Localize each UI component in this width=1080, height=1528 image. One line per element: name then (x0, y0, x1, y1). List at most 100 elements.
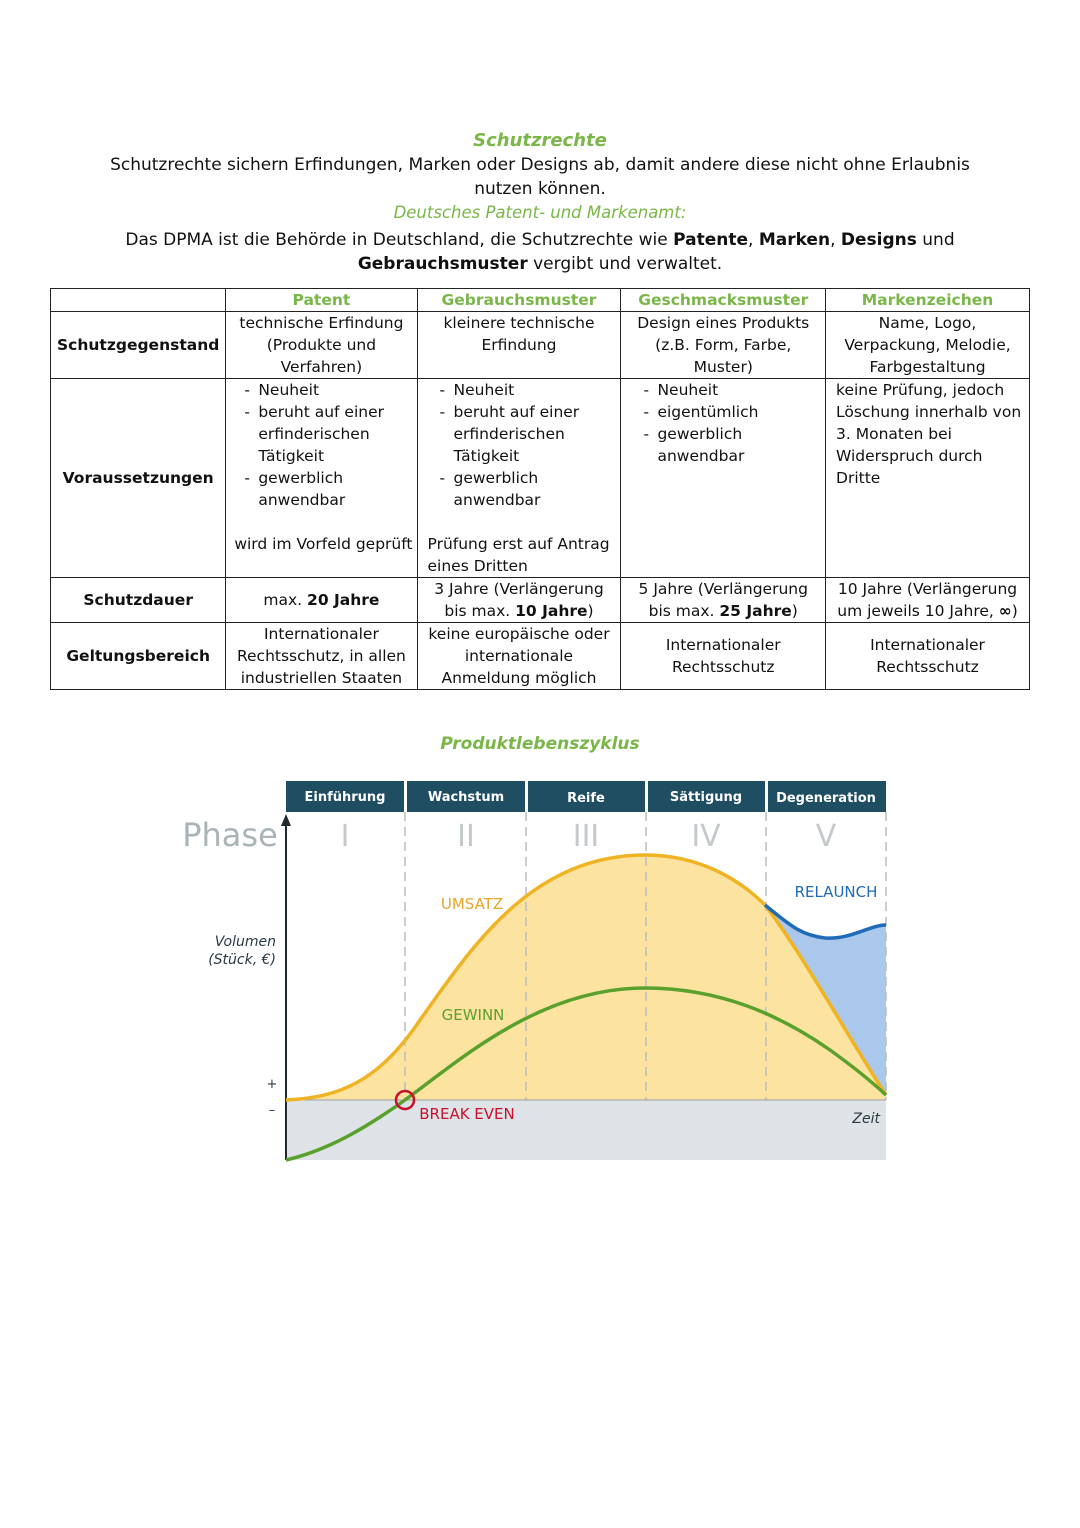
list-item: beruht auf einer (228, 401, 412, 423)
cell-line: Internationaler (263, 625, 379, 643)
text-run: 10 Jahre (515, 602, 588, 620)
phase-name: Sättigung (670, 790, 742, 805)
umsatz-curve (285, 853, 888, 1102)
phase-numeral: V (816, 819, 837, 854)
row-header-schutzgegenstand: Schutzgegenstand (49, 311, 227, 379)
y-axis-label: Volumen (215, 934, 276, 950)
table-cell: keine Prüfung, jedoch Löschung innerhalb… (825, 378, 1030, 578)
phase-label: Phase (182, 816, 278, 854)
requirement-list: Neuheit eigentümlich gewerblich anwendba… (627, 379, 819, 467)
plus-sign: + (267, 1077, 278, 1092)
table-cell: Design eines Produkts (z.B. Form, Farbe,… (620, 311, 827, 379)
list-item-continued: anwendbar (657, 447, 745, 465)
list-item: gewerblich (228, 467, 412, 489)
cell-line: 3 Jahre (Verlängerung (434, 580, 604, 598)
dpma-description: Das DPMA ist die Behörde in Deutschland,… (0, 228, 1080, 276)
list-item-continued: erfinderischen (453, 425, 565, 443)
text-run: Patente (673, 230, 748, 250)
table-cell: 3 Jahre (Verlängerung bis max. 10 Jahre) (416, 577, 622, 623)
table-cell: Neuheit beruht auf einer erfinderischen … (416, 378, 622, 578)
table-row: Voraussetzungen Neuheit beruht auf einer… (49, 378, 1030, 578)
cell-line: internationale (464, 647, 574, 665)
text-run: ) (1011, 602, 1018, 620)
table-corner-cell (49, 288, 227, 312)
table-cell: keine europäische oder internationale An… (416, 622, 622, 690)
text-run: 25 Jahre (719, 602, 792, 620)
relaunch-area (765, 905, 886, 1095)
minus-sign: – (269, 1103, 276, 1118)
cell-line: 10 Jahre (Verlängerung (837, 580, 1018, 598)
requirement-list: Neuheit beruht auf einer erfinderischen … (228, 379, 412, 511)
x-axis-label: Zeit (851, 1111, 880, 1127)
break-even-label: BREAK EVEN (419, 1105, 515, 1123)
list-item: Neuheit (627, 379, 819, 401)
cell-line: kleinere technische (443, 314, 595, 332)
table-cell: Name, Logo, Verpackung, Melodie, Farbges… (825, 311, 1030, 379)
cell-line: Rechtsschutz, in allen (236, 647, 406, 665)
table-cell: 5 Jahre (Verlängerung bis max. 25 Jahre) (620, 577, 827, 623)
list-item-continued: Tätigkeit (453, 447, 520, 465)
page-title: Schutzrechte (473, 130, 607, 151)
table-cell: Internationaler Rechtsschutz (620, 622, 827, 690)
negative-zone (286, 1100, 886, 1160)
requirement-list: Neuheit beruht auf einer erfinderischen … (424, 379, 615, 511)
text-run: bis max. (648, 602, 720, 620)
gewinn-curve (285, 986, 888, 1162)
phase-header-box (768, 781, 886, 812)
phase-header-box (407, 781, 525, 812)
phase-name: Degeneration (776, 791, 876, 806)
phase-header-box (648, 781, 765, 812)
intro-text: Schutzrechte sichern Erfindungen, Marken… (0, 153, 1080, 201)
table-cell: Internationaler Rechtsschutz (825, 622, 1030, 690)
text-run: , (748, 230, 759, 250)
phase-name: Reife (567, 791, 605, 806)
list-item: Neuheit (424, 379, 615, 401)
relaunch-curve (763, 903, 887, 940)
umsatz-label: UMSATZ (441, 895, 503, 913)
table-row: Schutzdauer max. 20 Jahre 3 Jahre (Verlä… (49, 577, 1030, 623)
cell-line: technische Erfindung (239, 314, 404, 332)
column-header-geschmacksmuster: Geschmacksmuster (620, 288, 827, 312)
plc-title: Produktlebenszyklus (440, 734, 640, 754)
table-header-row: Patent Gebrauchsmuster Geschmacksmuster … (49, 288, 1030, 312)
infinity-symbol: ∞ (998, 602, 1012, 620)
cell-line: Rechtsschutz (876, 658, 979, 676)
text-run: Gebrauchsmuster (357, 254, 528, 274)
y-axis-label: (Stück, €) (208, 952, 276, 968)
cell-line: Dritte (836, 469, 881, 487)
text-run: und (916, 230, 955, 250)
list-item: gewerblich (424, 467, 615, 489)
list-item-continued: erfinderischen (258, 425, 370, 443)
table-row: Schutzgegenstand technische Erfindung (P… (49, 311, 1030, 379)
y-axis-arrow (281, 814, 291, 826)
column-header-patent: Patent (225, 288, 418, 312)
cell-line: industriellen Staaten (240, 669, 403, 687)
table-cell: Neuheit eigentümlich gewerblich anwendba… (620, 378, 827, 578)
cell-line: Rechtsschutz (671, 658, 775, 676)
table-cell: Neuheit beruht auf einer erfinderischen … (225, 378, 418, 578)
phase-numeral: I (341, 819, 350, 854)
text-run: 20 Jahre (307, 591, 380, 609)
table-cell: 10 Jahre (Verlängerung um jeweils 10 Jah… (825, 577, 1030, 623)
text-run: Das DPMA ist die Behörde in Deutschland,… (125, 230, 674, 250)
table-cell: Internationaler Rechtsschutz, in allen i… (225, 622, 418, 690)
text-run: Marken (758, 230, 831, 250)
intro-line: Schutzrechte sichern Erfindungen, Marken… (110, 155, 970, 175)
dpma-subtitle: Deutsches Patent- und Markenamt: (393, 203, 687, 222)
list-item: gewerblich (627, 423, 819, 445)
cell-line: Verfahren) (280, 358, 363, 376)
cell-line: Widerspruch durch (836, 447, 983, 465)
phase-numeral: II (457, 819, 475, 854)
row-header-geltungsbereich: Geltungsbereich (49, 622, 227, 690)
cell-line: (Produkte und (266, 336, 377, 354)
text-run: vergibt und verwaltet. (527, 254, 723, 274)
cell-line: Farbgestaltung (869, 358, 986, 376)
phase-numeral: III (573, 819, 600, 854)
column-header-markenzeichen: Markenzeichen (825, 288, 1030, 312)
list-item: Neuheit (228, 379, 412, 401)
cell-line: keine Prüfung, jedoch (836, 381, 1005, 399)
column-header-gebrauchsmuster: Gebrauchsmuster (416, 288, 622, 312)
cell-line: Verpackung, Melodie, (844, 336, 1011, 354)
list-item-continued: anwendbar (453, 491, 541, 509)
schutzrechte-table: Patent Gebrauchsmuster Geschmacksmuster … (49, 288, 1030, 690)
